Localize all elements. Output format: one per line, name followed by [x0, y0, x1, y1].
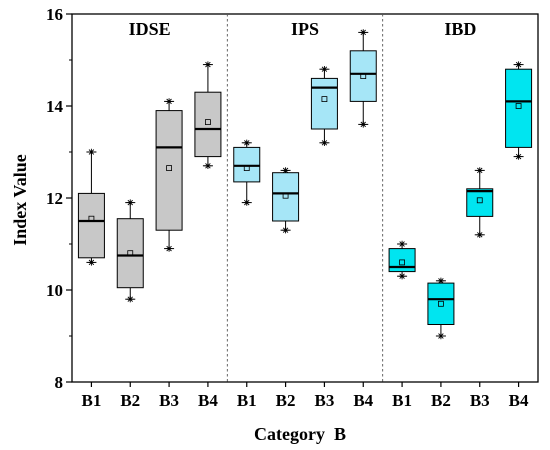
box	[310, 77, 338, 130]
min-marker	[437, 332, 445, 340]
max-marker	[398, 240, 406, 248]
x-tick-label: B1	[81, 391, 101, 410]
min-marker	[88, 259, 95, 266]
x-tick-label: B4	[509, 391, 529, 410]
mean-marker	[515, 103, 522, 109]
min-marker	[476, 231, 483, 238]
box	[77, 192, 105, 259]
min-marker	[398, 273, 406, 280]
box	[155, 110, 183, 231]
x-tick-label: B4	[198, 391, 218, 410]
x-tick-label: B2	[431, 391, 451, 410]
mean-marker	[205, 119, 211, 125]
y-tick-label: 14	[46, 97, 64, 116]
min-marker	[282, 227, 289, 234]
y-tick-label: 16	[46, 5, 63, 24]
mean-marker	[438, 300, 444, 307]
y-tick-label: 10	[46, 281, 63, 300]
min-marker	[165, 245, 173, 252]
x-tick-label: B1	[237, 391, 257, 410]
x-tick-label: B3	[470, 391, 490, 410]
plot-area: 8 10 12 14 16 IDSE B1 B2 B3 B4 IPS B1 B2 B3 B4 IBD B1 B2 B…	[46, 5, 539, 410]
max-marker	[165, 98, 173, 105]
max-marker	[88, 148, 95, 156]
x-tick-label: B3	[159, 391, 179, 410]
max-marker	[360, 29, 367, 36]
mean-marker	[321, 96, 328, 102]
x-tick-label: B1	[392, 391, 412, 410]
box	[116, 218, 144, 289]
max-marker	[127, 199, 134, 206]
min-marker	[243, 199, 250, 206]
x-axis-title: Category B	[254, 424, 346, 444]
mean-marker	[476, 197, 483, 204]
x-tick-label: B4	[353, 391, 373, 410]
max-marker	[321, 66, 328, 73]
min-marker	[321, 139, 328, 146]
mean-marker	[399, 259, 405, 266]
max-marker	[204, 61, 212, 68]
min-marker	[127, 296, 134, 303]
max-marker	[515, 61, 522, 68]
y-axis-title: Index Value	[10, 154, 30, 246]
box	[233, 146, 261, 183]
max-marker	[282, 167, 289, 174]
y-tick-label: 8	[55, 373, 64, 392]
max-marker	[476, 167, 483, 174]
box	[349, 50, 377, 102]
mean-marker	[360, 73, 367, 79]
min-marker	[360, 121, 367, 128]
x-tick-label: B2	[276, 391, 296, 410]
box	[272, 172, 300, 222]
box	[427, 282, 455, 326]
mean-marker	[166, 165, 172, 172]
min-marker	[515, 153, 522, 160]
group-label: IDSE	[129, 19, 171, 39]
x-tick-label: B3	[314, 391, 334, 410]
max-marker	[437, 277, 445, 284]
min-marker	[204, 162, 212, 169]
max-marker	[243, 139, 250, 146]
mean-marker	[243, 165, 250, 172]
mean-marker	[127, 250, 134, 257]
mean-marker	[88, 215, 95, 222]
group-label: IBD	[444, 19, 476, 39]
y-tick-label: 12	[46, 189, 63, 208]
group-label: IPS	[291, 19, 319, 39]
mean-marker	[282, 192, 289, 199]
x-tick-label: B2	[120, 391, 140, 410]
